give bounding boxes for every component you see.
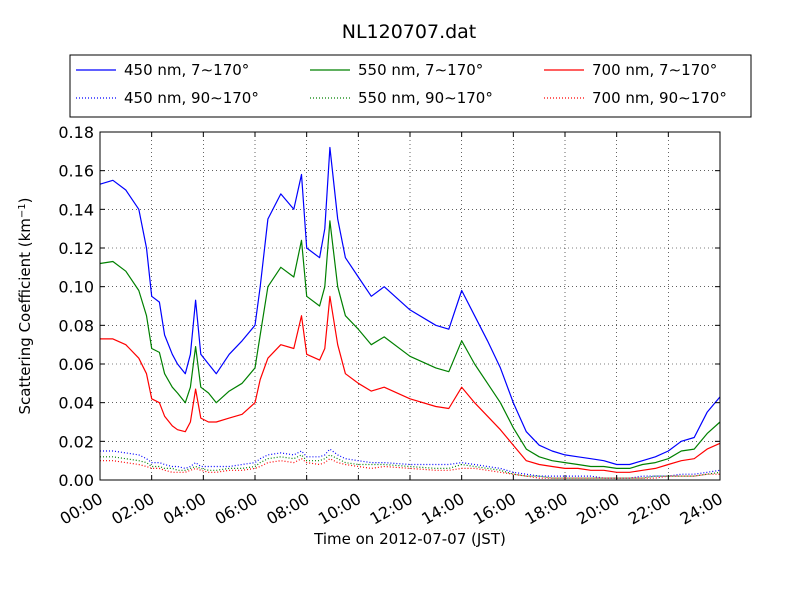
y-tick-label: 0.08	[58, 316, 94, 335]
y-axis-label: Scattering Coefficient (km−1)	[16, 197, 34, 414]
x-tick-label: 20:00	[573, 489, 622, 529]
y-tick-label: 0.12	[58, 239, 94, 258]
series-line-5	[100, 458, 720, 479]
x-tick-label: 14:00	[418, 489, 467, 529]
x-tick-label: 02:00	[108, 489, 157, 529]
legend-label: 700 nm, 7∼170°	[592, 61, 717, 79]
legend-label: 550 nm, 90∼170°	[358, 89, 493, 107]
y-tick-label: 0.16	[58, 162, 94, 181]
y-tick-label: 0.14	[58, 200, 94, 219]
x-tick-label: 06:00	[212, 489, 261, 529]
plot-frame	[99, 131, 721, 481]
series-layer	[99, 146, 721, 479]
x-tick-label: 00:00	[57, 489, 106, 529]
x-tick-label: 16:00	[470, 489, 519, 529]
series-line-0	[99, 146, 721, 466]
x-tick-label: 24:00	[677, 489, 726, 529]
y-tick-label: 0.18	[58, 123, 94, 142]
grid	[99, 131, 721, 481]
y-tick-label: 0.02	[58, 432, 94, 451]
x-tick-label: 08:00	[263, 489, 312, 529]
x-tick-label: 22:00	[625, 489, 674, 529]
x-tick-label: 18:00	[522, 489, 571, 529]
series-line-4	[100, 454, 721, 479]
chart-title: NL120707.dat	[342, 21, 477, 43]
legend-label: 450 nm, 90∼170°	[124, 89, 259, 107]
axis-ticks: 00:00 02:00 04:00 06:00 08:00 10:00 12:00 14:00…	[57, 123, 726, 529]
legend-label: 550 nm, 7∼170°	[358, 61, 483, 79]
series-line-1	[99, 220, 721, 469]
y-tick-label: 0.04	[58, 394, 94, 413]
y-tick-label: 0.06	[58, 355, 94, 374]
y-tick-label: 0.00	[58, 471, 94, 490]
series-line-2	[100, 295, 721, 473]
series-line-3	[100, 448, 721, 479]
legend: 450 nm, 7∼170° 550 nm, 7∼170° 700 nm, 7∼17…	[69, 54, 752, 118]
y-tick-label: 0.10	[58, 278, 94, 297]
legend-label: 700 nm, 90∼170°	[592, 89, 727, 107]
x-tick-label: 10:00	[315, 489, 364, 529]
x-axis-label: Time on 2012-07-07 (JST)	[313, 530, 506, 548]
x-tick-label: 12:00	[367, 489, 416, 529]
legend-label: 450 nm, 7∼170°	[124, 61, 249, 79]
x-tick-label: 04:00	[160, 489, 209, 529]
